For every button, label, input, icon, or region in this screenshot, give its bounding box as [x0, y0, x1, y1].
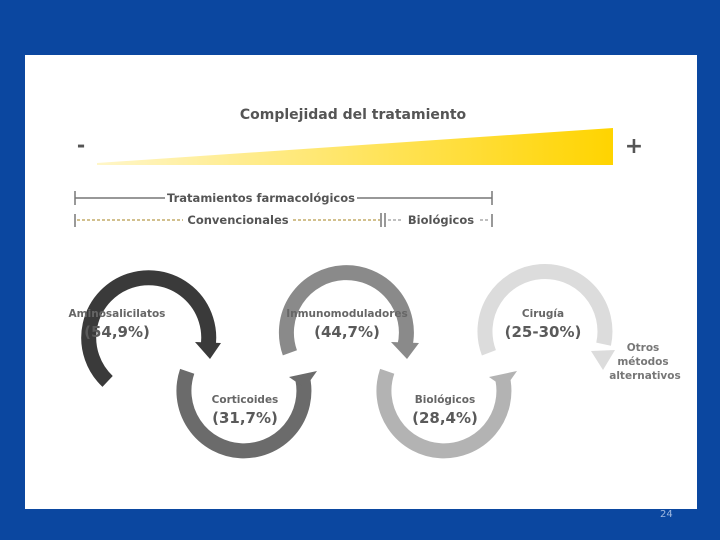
name-cirugia: Cirugía [522, 308, 564, 320]
otros-line-2: métodos [617, 356, 668, 368]
diagram-title: Complejidad del tratamiento [240, 107, 467, 123]
minus-sign: - [77, 133, 85, 157]
arrow-inmunomoduladores [391, 342, 419, 359]
pct-cirugia: (25-30%) [505, 323, 582, 341]
bracket-biologicos: Biológicos [388, 213, 493, 227]
step-cirugia: Cirugía (25-30%) [477, 263, 615, 370]
otros-metodos: Otros métodos alternativos [609, 342, 681, 382]
label-convencionales: Convencionales [187, 213, 288, 227]
otros-line-3: alternativos [609, 370, 681, 382]
name-inmunomoduladores: Inmunomoduladores [286, 308, 408, 320]
complexity-wedge [97, 128, 613, 165]
pct-aminosalicilatos: (54,9%) [84, 323, 150, 341]
step-aminosalicilatos: Aminosalicilatos (54,9%) [69, 270, 221, 387]
arrow-corticoides [289, 371, 317, 388]
arrow-aminosalicilatos [195, 342, 221, 359]
label-biologicos: Biológicos [408, 213, 474, 227]
arc-corticoides [176, 368, 312, 459]
arc-biologicos [376, 368, 512, 459]
pct-inmunomoduladores: (44,7%) [314, 323, 380, 341]
step-corticoides: Corticoides (31,7%) [176, 368, 317, 459]
arc-aminosalicilatos [81, 270, 217, 387]
arc-cirugia [477, 263, 613, 356]
page-number: 24 [660, 509, 673, 520]
bracket-farmacologicos: Tratamientos farmacológicos [74, 191, 493, 205]
name-corticoides: Corticoides [212, 394, 279, 406]
bracket-convencionales: Convencionales [74, 213, 386, 227]
step-inmunomoduladores: Inmunomoduladores (44,7%) [278, 265, 419, 359]
arrow-biologicos [489, 371, 517, 388]
label-farmacologicos: Tratamientos farmacológicos [167, 191, 355, 205]
otros-line-1: Otros [627, 342, 660, 354]
pct-corticoides: (31,7%) [212, 409, 278, 427]
arc-inmunomoduladores [278, 265, 414, 356]
name-aminosalicilatos: Aminosalicilatos [69, 308, 166, 320]
step-biologicos: Biológicos (28,4%) [376, 368, 517, 459]
treatment-diagram: Complejidad del tratamiento - + Tratamie… [69, 107, 681, 459]
arrow-cirugia [591, 350, 615, 370]
pct-biologicos: (28,4%) [412, 409, 478, 427]
slide: Complejidad del tratamiento - + Tratamie… [25, 55, 697, 509]
plus-sign: + [625, 134, 643, 159]
name-biologicos: Biológicos [415, 394, 475, 406]
